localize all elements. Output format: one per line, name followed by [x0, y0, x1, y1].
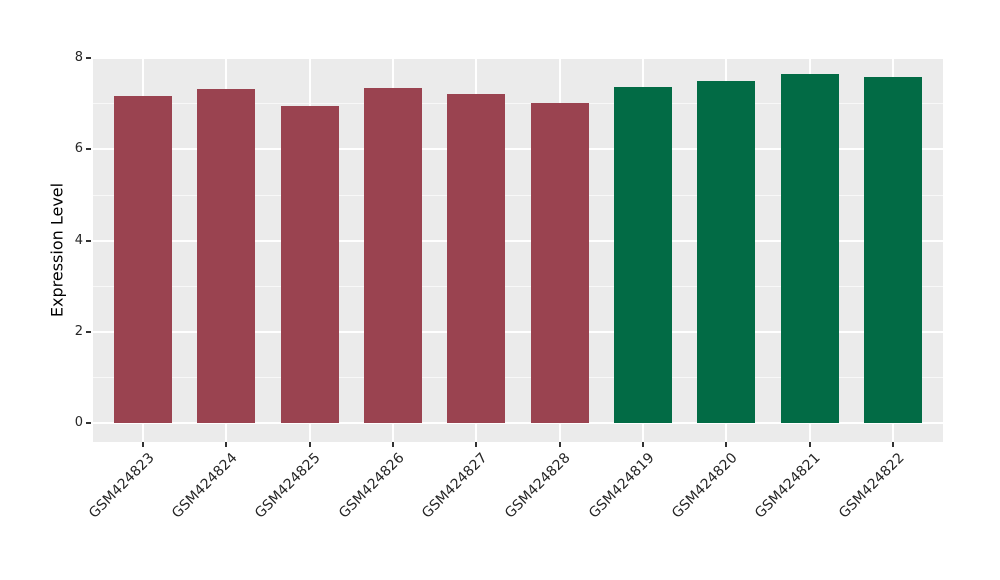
y-tick-label-4: 4	[74, 232, 83, 248]
x-tick-mark-GSM424821	[808, 442, 811, 447]
gridline-major-y4	[93, 239, 943, 242]
y-tick-label-6: 6	[74, 141, 83, 157]
bar-GSM424826	[363, 87, 423, 423]
y-tick-label-0: 0	[74, 414, 83, 430]
x-tick-mark-GSM424826	[392, 442, 394, 447]
x-tick-label-text-GSM424822: GSM424822	[835, 450, 908, 522]
bar-GSM424820	[697, 80, 756, 423]
bar-GSM424822	[863, 77, 923, 423]
gridline-minor-y1	[93, 376, 943, 378]
bar-GSM424827	[447, 94, 506, 423]
x-tick-label-text-GSM424827: GSM424827	[419, 450, 491, 522]
gridline-major-y6	[93, 148, 943, 151]
x-tick-label-text-GSM424824: GSM424824	[169, 450, 241, 522]
gridline-major-y2	[93, 330, 943, 333]
bar-GSM424825	[280, 106, 339, 423]
gridline-minor-y5	[93, 194, 943, 196]
gridline-major-y0	[93, 421, 943, 424]
x-tick-mark-GSM424823	[142, 442, 144, 447]
x-tick-mark-GSM424828	[558, 442, 561, 447]
y-tick-mark-6	[86, 148, 91, 151]
y-tick-mark-0	[86, 421, 91, 424]
x-tick-label-text-GSM424826: GSM424826	[335, 450, 408, 522]
gridline-minor-y7	[93, 103, 943, 105]
x-tick-mark-GSM424824	[225, 442, 228, 447]
bar-GSM424824	[197, 89, 256, 423]
x-tick-label-text-GSM424821: GSM424821	[752, 450, 824, 522]
x-tick-mark-GSM424822	[892, 442, 894, 447]
y-tick-label-2: 2	[74, 323, 83, 339]
x-tick-mark-GSM424827	[475, 442, 478, 447]
y-tick-label-8: 8	[74, 50, 83, 66]
x-tick-label-text-GSM424820: GSM424820	[669, 450, 741, 522]
x-tick-label-text-GSM424823: GSM424823	[85, 450, 158, 522]
bar-GSM424823	[113, 95, 173, 423]
y-tick-mark-2	[86, 330, 91, 333]
y-tick-mark-4	[86, 239, 91, 242]
x-tick-label-text-GSM424828: GSM424828	[502, 450, 574, 522]
bar-GSM424828	[530, 103, 589, 423]
bar-GSM424821	[780, 73, 839, 423]
x-tick-mark-GSM424820	[725, 442, 728, 447]
gridline-minor-y3	[93, 285, 943, 287]
x-tick-mark-GSM424819	[642, 442, 644, 447]
y-axis-title: Expression Level	[47, 182, 67, 318]
gridline-major-y8	[93, 57, 943, 60]
bar-GSM424819	[613, 87, 673, 423]
plot-area	[93, 57, 943, 442]
y-tick-mark-8	[86, 57, 91, 60]
x-tick-label-text-GSM424819: GSM424819	[585, 450, 658, 522]
x-tick-mark-GSM424825	[308, 442, 311, 447]
x-tick-label-text-GSM424825: GSM424825	[252, 450, 324, 522]
